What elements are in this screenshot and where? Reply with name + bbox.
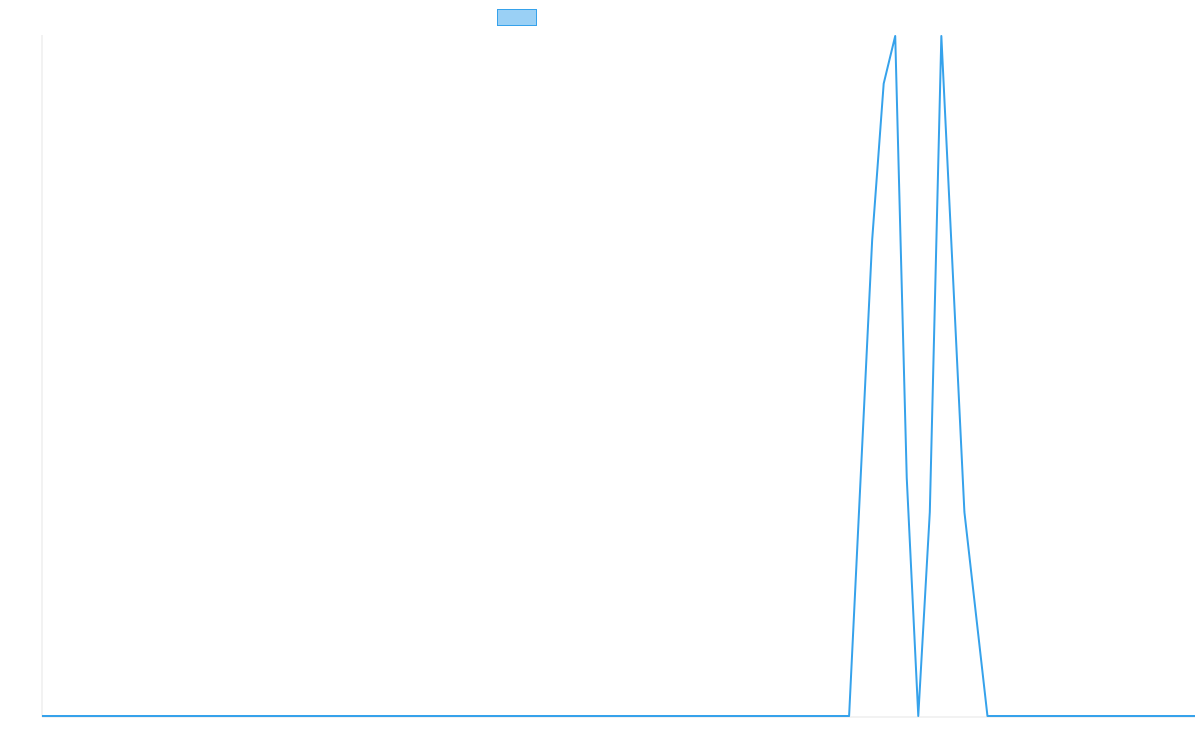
chart-legend[interactable] [0, 9, 1040, 27]
series-line-0 [42, 35, 1195, 717]
legend-swatch [497, 9, 537, 27]
